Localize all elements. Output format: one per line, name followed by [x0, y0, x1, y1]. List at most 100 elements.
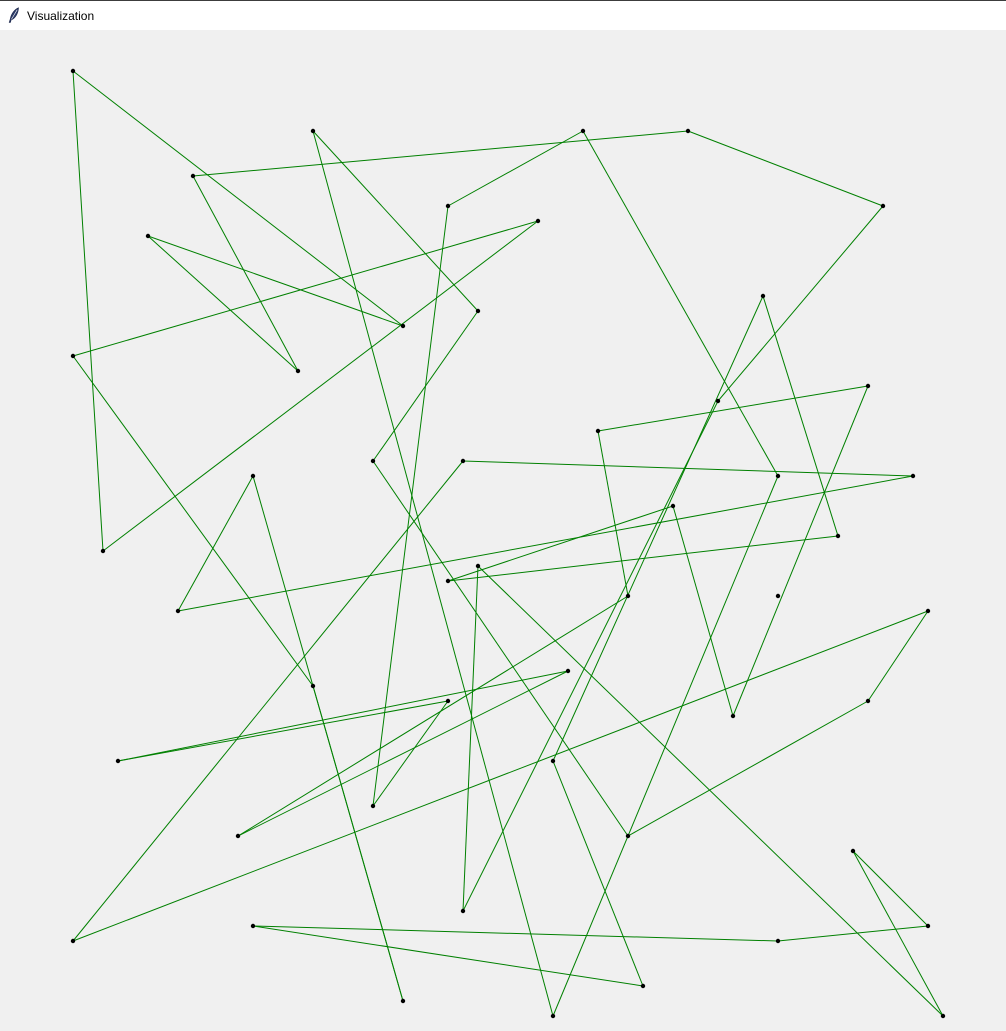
- edge-14: [252, 925, 644, 987]
- point-16: [550, 758, 556, 764]
- edge-27: [117, 700, 449, 762]
- edge-12: [777, 925, 929, 942]
- point-26: [565, 668, 571, 674]
- point-42: [910, 473, 916, 479]
- point-14: [250, 923, 256, 929]
- edge-35: [372, 310, 479, 462]
- edge-24: [237, 595, 629, 837]
- edge-26: [117, 670, 569, 762]
- edge-45: [72, 70, 104, 552]
- point-0: [70, 68, 76, 74]
- point-1: [400, 323, 406, 329]
- edge-47: [72, 220, 539, 357]
- edge-0: [72, 70, 404, 327]
- point-17: [760, 293, 766, 299]
- title-bar[interactable]: Visualization: [0, 0, 1006, 30]
- path-graph: [70, 68, 946, 1019]
- edge-32: [552, 475, 779, 1017]
- point-37: [625, 833, 631, 839]
- point-44: [250, 473, 256, 479]
- point-18: [835, 533, 841, 539]
- edge-4: [192, 130, 689, 177]
- edge-49: [312, 685, 404, 1002]
- point-36: [370, 458, 376, 464]
- edge-28: [372, 700, 449, 807]
- edge-layer: [72, 70, 944, 1017]
- edge-6: [717, 205, 884, 402]
- point-34: [310, 128, 316, 134]
- point-49: [535, 218, 541, 224]
- edge-5: [687, 130, 884, 207]
- point-30: [445, 203, 451, 209]
- edge-21: [732, 385, 869, 717]
- edge-2: [147, 235, 299, 372]
- point-33: [550, 1013, 556, 1019]
- edge-46: [102, 220, 539, 552]
- point-38: [865, 698, 871, 704]
- point-40: [70, 938, 76, 944]
- edge-10: [852, 850, 944, 1017]
- point-39: [925, 608, 931, 614]
- window-title: Visualization: [27, 9, 95, 23]
- point-28: [445, 698, 451, 704]
- edge-8: [462, 565, 479, 912]
- point-41: [460, 458, 466, 464]
- edge-1: [147, 235, 404, 327]
- edge-48: [72, 355, 314, 687]
- edge-43: [177, 475, 254, 612]
- edge-33: [312, 130, 554, 1017]
- edge-15: [552, 760, 644, 987]
- point-48: [310, 683, 316, 689]
- point-29: [370, 803, 376, 809]
- point-31: [580, 128, 586, 134]
- point-15: [640, 983, 646, 989]
- point-50: [775, 593, 781, 599]
- edge-39: [72, 610, 929, 942]
- edge-7: [462, 400, 719, 912]
- edge-25: [237, 670, 569, 837]
- edge-9: [477, 565, 944, 1017]
- edge-36: [372, 460, 629, 837]
- edge-30: [447, 130, 584, 207]
- point-27: [115, 758, 121, 764]
- edge-17: [762, 295, 839, 537]
- point-3: [295, 368, 301, 374]
- point-43: [175, 608, 181, 614]
- edge-37: [627, 700, 869, 837]
- point-25: [235, 833, 241, 839]
- edge-23: [597, 430, 629, 597]
- edge-20: [672, 505, 734, 717]
- edge-31: [582, 130, 779, 477]
- point-10: [940, 1013, 946, 1019]
- point-6: [880, 203, 886, 209]
- point-32: [775, 473, 781, 479]
- point-19: [445, 578, 451, 584]
- edge-29: [372, 205, 449, 807]
- edge-41: [462, 460, 914, 477]
- edge-42: [177, 475, 914, 612]
- edge-3: [192, 175, 299, 372]
- drawing-canvas[interactable]: [0, 30, 1006, 1031]
- feather-icon: [8, 7, 19, 23]
- point-8: [460, 908, 466, 914]
- edge-16: [552, 295, 764, 762]
- point-11: [850, 848, 856, 854]
- point-4: [190, 173, 196, 179]
- edge-40: [72, 460, 464, 942]
- point-46: [70, 353, 76, 359]
- point-22: [865, 383, 871, 389]
- point-12: [925, 923, 931, 929]
- edge-13: [252, 925, 779, 942]
- point-24: [625, 593, 631, 599]
- edge-38: [867, 610, 929, 702]
- edge-22: [597, 385, 869, 432]
- edge-11: [852, 850, 929, 927]
- point-23: [595, 428, 601, 434]
- point-5: [685, 128, 691, 134]
- edge-18: [447, 535, 839, 582]
- edge-34: [312, 130, 479, 312]
- point-21: [730, 713, 736, 719]
- point-7: [715, 398, 721, 404]
- point-9: [475, 563, 481, 569]
